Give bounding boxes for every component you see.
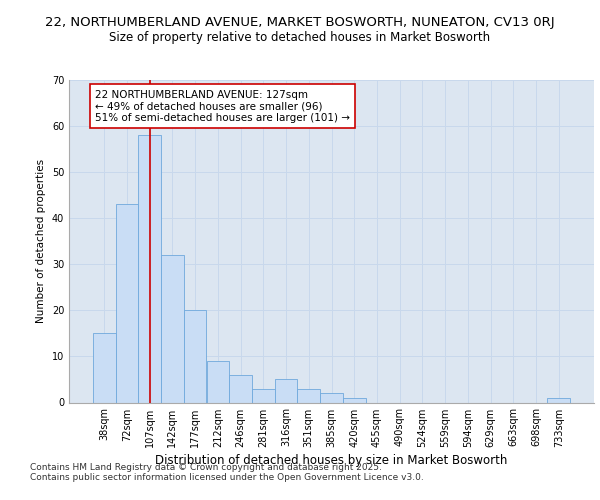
Bar bbox=[161, 255, 184, 402]
Text: Size of property relative to detached houses in Market Bosworth: Size of property relative to detached ho… bbox=[109, 31, 491, 44]
Bar bbox=[298, 388, 320, 402]
Bar bbox=[275, 380, 298, 402]
Bar bbox=[320, 394, 343, 402]
Text: Contains HM Land Registry data © Crown copyright and database right 2025.
Contai: Contains HM Land Registry data © Crown c… bbox=[30, 463, 424, 482]
Bar bbox=[547, 398, 570, 402]
Bar bbox=[116, 204, 139, 402]
Bar bbox=[139, 136, 161, 402]
Bar bbox=[229, 375, 252, 402]
Y-axis label: Number of detached properties: Number of detached properties bbox=[36, 159, 46, 324]
Text: 22 NORTHUMBERLAND AVENUE: 127sqm
← 49% of detached houses are smaller (96)
51% o: 22 NORTHUMBERLAND AVENUE: 127sqm ← 49% o… bbox=[95, 90, 350, 123]
Bar bbox=[184, 310, 206, 402]
Text: 22, NORTHUMBERLAND AVENUE, MARKET BOSWORTH, NUNEATON, CV13 0RJ: 22, NORTHUMBERLAND AVENUE, MARKET BOSWOR… bbox=[45, 16, 555, 29]
Bar bbox=[93, 334, 116, 402]
Bar bbox=[343, 398, 365, 402]
X-axis label: Distribution of detached houses by size in Market Bosworth: Distribution of detached houses by size … bbox=[155, 454, 508, 466]
Bar bbox=[252, 388, 275, 402]
Bar bbox=[206, 361, 229, 403]
